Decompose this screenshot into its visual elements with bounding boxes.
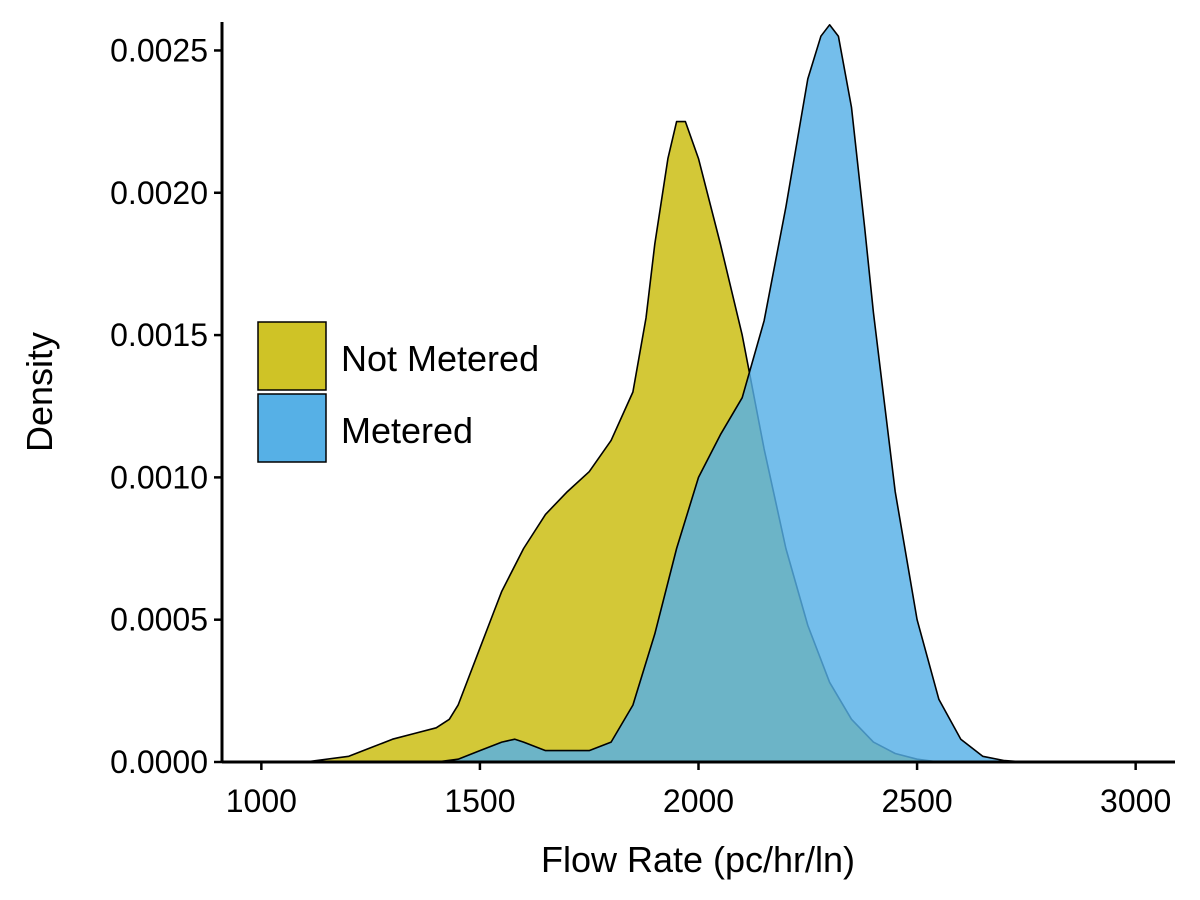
x-tick-label: 2500 bbox=[881, 783, 952, 819]
x-tick-label: 1500 bbox=[444, 783, 515, 819]
y-tick-label: 0.0025 bbox=[110, 32, 208, 68]
legend: Not Metered Metered bbox=[258, 322, 539, 462]
y-tick-label: 0.0020 bbox=[110, 175, 208, 211]
x-tick-label: 3000 bbox=[1100, 783, 1171, 819]
y-tick-label: 0.0005 bbox=[110, 602, 208, 638]
legend-key-not-metered bbox=[258, 322, 326, 390]
legend-key-metered bbox=[258, 394, 326, 462]
legend-label-not-metered: Not Metered bbox=[341, 338, 539, 379]
y-tick-label: 0.0015 bbox=[110, 317, 208, 353]
legend-label-metered: Metered bbox=[341, 410, 473, 451]
y-ticks: 0.0000 0.0005 0.0010 0.0015 0.0020 0.0025 bbox=[110, 32, 222, 780]
plot-areas bbox=[261, 25, 1135, 762]
y-tick-label: 0.0010 bbox=[110, 459, 208, 495]
y-axis-title: Density bbox=[19, 332, 60, 452]
x-tick-label: 1000 bbox=[226, 783, 297, 819]
x-axis-title: Flow Rate (pc/hr/ln) bbox=[541, 839, 855, 880]
y-tick-label: 0.0000 bbox=[110, 744, 208, 780]
x-tick-label: 2000 bbox=[663, 783, 734, 819]
x-ticks: 1000 1500 2000 2500 3000 bbox=[226, 762, 1171, 819]
